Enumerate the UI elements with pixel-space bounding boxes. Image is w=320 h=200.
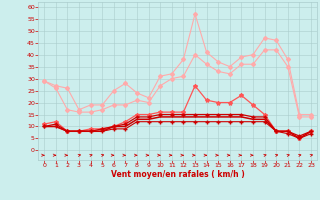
X-axis label: Vent moyen/en rafales ( km/h ): Vent moyen/en rafales ( km/h ) bbox=[111, 170, 244, 179]
